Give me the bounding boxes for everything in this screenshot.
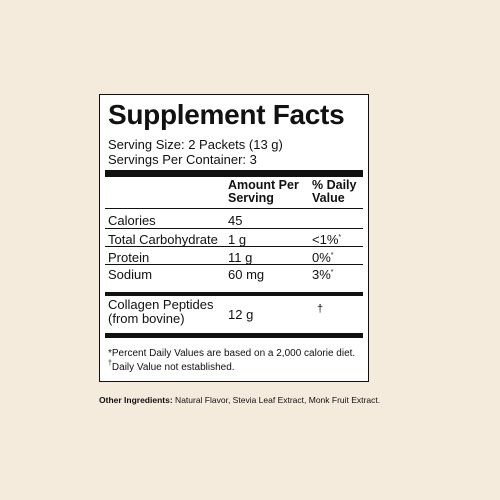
collagen-name-line2: (from bovine)	[108, 311, 185, 326]
row-divider	[105, 264, 363, 265]
protein-dv: 0%*	[312, 250, 334, 265]
carbohydrate-amount: 1 g	[228, 232, 247, 247]
other-ingredients-label: Other Ingredients:	[99, 395, 173, 405]
serving-size: Serving Size: 2 Packets (13 g)	[108, 137, 283, 152]
panel-title: Supplement Facts	[108, 99, 345, 130]
supplement-facts-panel: Supplement Facts Serving Size: 2 Packets…	[99, 94, 369, 382]
medium-divider	[105, 292, 363, 296]
servings-per-container: Servings Per Container: 3	[108, 152, 257, 167]
row-divider	[105, 228, 363, 229]
calories-amount: 45	[228, 213, 243, 228]
row-divider	[105, 246, 363, 247]
protein-dv-value: 0%	[312, 250, 331, 265]
carbohydrate-dv-value: <1%	[312, 232, 339, 247]
collagen-name-line1: Collagen Peptides	[108, 297, 214, 312]
carbohydrate-dv: <1%*	[312, 232, 341, 247]
carbohydrate-dv-mark: *	[338, 234, 342, 241]
other-ingredients: Other Ingredients: Natural Flavor, Stevi…	[99, 395, 380, 405]
thick-divider	[105, 170, 363, 177]
protein-dv-mark: *	[330, 252, 334, 259]
collagen-label: Collagen Peptides (from bovine)	[108, 298, 214, 326]
sodium-label: Sodium	[108, 267, 153, 282]
collagen-dv: †	[317, 303, 324, 315]
collagen-amount: 12 g	[228, 307, 254, 322]
protein-label: Protein	[108, 250, 150, 265]
daily-value-not-established-footnote: †Daily Value not established.	[108, 360, 235, 373]
amount-header-line1: Amount Per	[228, 178, 299, 192]
sodium-dv: 3%*	[312, 267, 334, 282]
sodium-dv-value: 3%	[312, 267, 331, 282]
percent-daily-value-footnote: *Percent Daily Values are based on a 2,0…	[108, 348, 356, 359]
sodium-dv-mark: *	[330, 269, 334, 276]
dagger-mark: †	[108, 360, 112, 367]
dv-header-line1: % Daily	[312, 178, 357, 192]
daily-value-header: % Daily Value	[312, 179, 356, 205]
other-ingredients-text: Natural Flavor, Stevia Leaf Extract, Mon…	[172, 395, 381, 405]
amount-per-serving-header: Amount Per Serving	[228, 179, 299, 205]
dagger-footnote-text: Daily Value not established.	[111, 362, 235, 373]
amount-header-line2: Serving	[228, 191, 274, 205]
sodium-amount: 60 mg	[228, 267, 265, 282]
calories-label: Calories	[108, 213, 156, 228]
heavy-divider	[105, 333, 363, 338]
protein-amount: 11 g	[228, 250, 253, 265]
carbohydrate-label: Total Carbohydrate	[108, 232, 218, 247]
header-divider	[105, 208, 363, 209]
dv-header-line2: Value	[312, 191, 345, 205]
